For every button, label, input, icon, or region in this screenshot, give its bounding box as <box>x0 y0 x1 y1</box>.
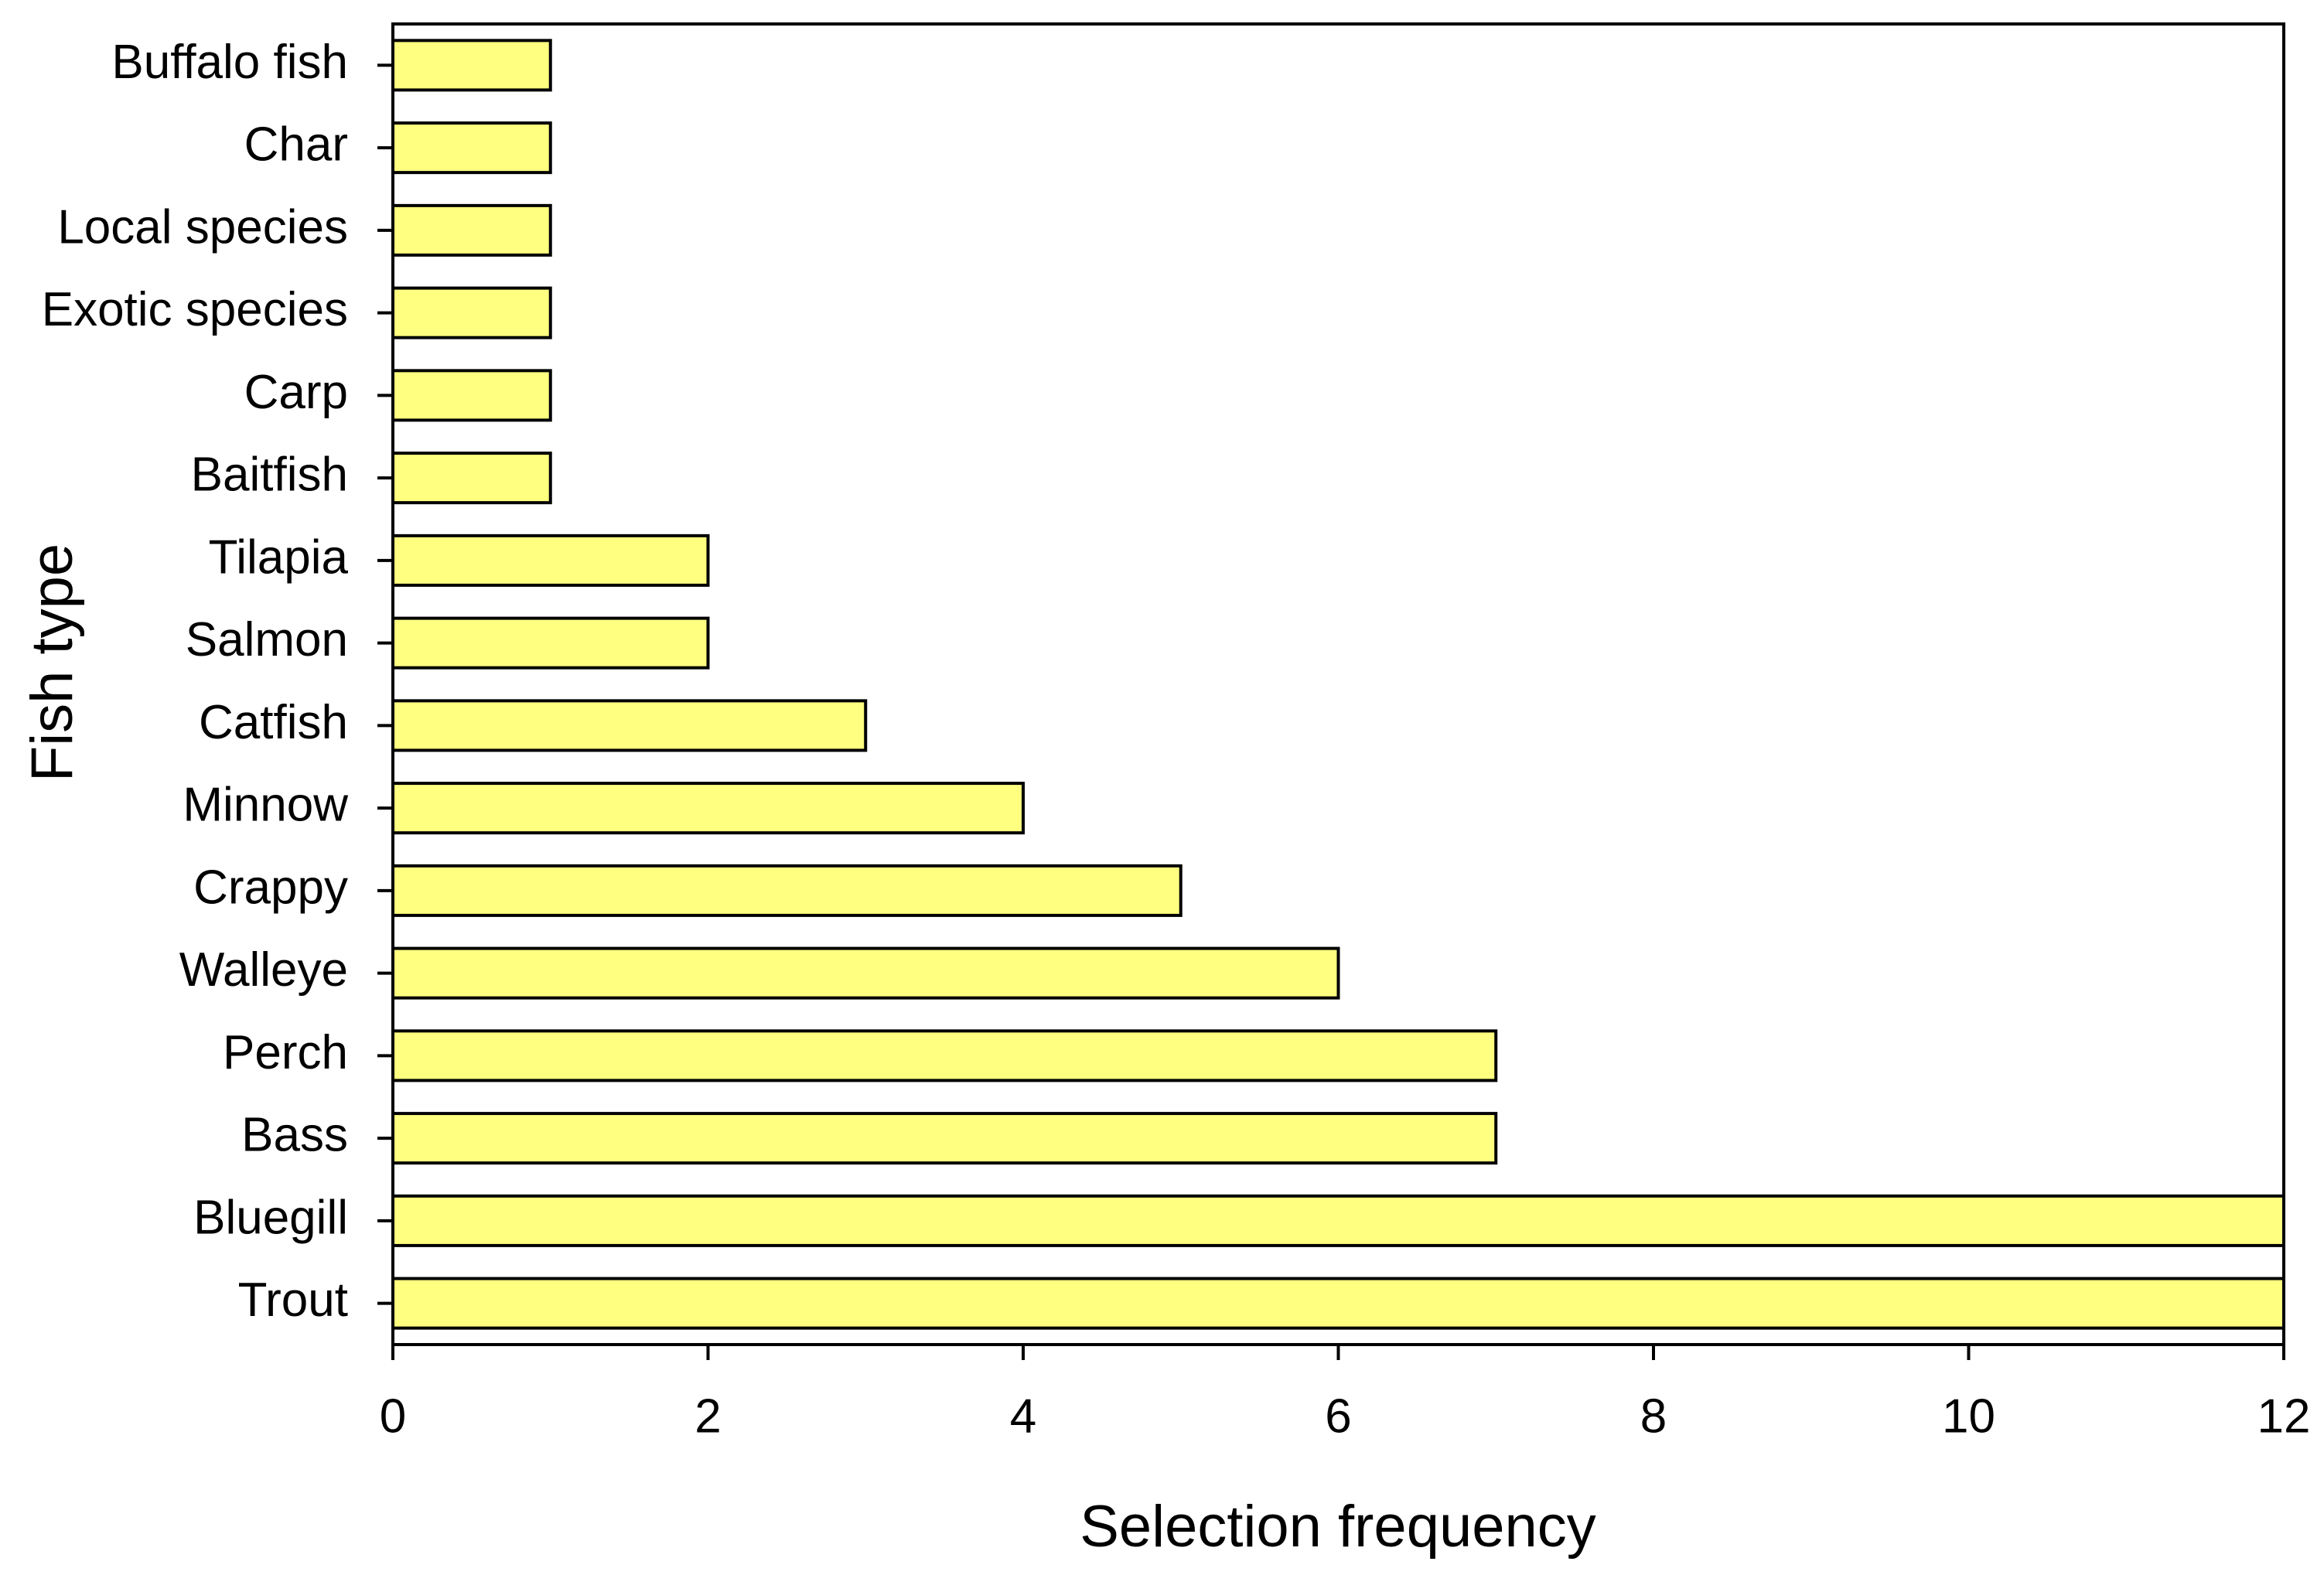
bar <box>391 1029 1498 1082</box>
y-tick-label: Salmon <box>186 613 348 666</box>
x-tick-label: 6 <box>1325 1389 1351 1443</box>
y-tick-label: Minnow <box>183 779 348 832</box>
x-tick-label: 2 <box>694 1389 721 1443</box>
y-tick-label: Buffalo fish <box>111 36 348 89</box>
y-tick-label: Tilapia <box>209 530 349 584</box>
bar <box>391 699 868 752</box>
x-tick-label: 0 <box>380 1389 406 1443</box>
y-tick-label: Walleye <box>179 943 348 997</box>
y-tick-label: Bluegill <box>193 1191 348 1244</box>
x-tick-label: 8 <box>1640 1389 1667 1443</box>
y-tick-label: Exotic species <box>42 283 348 336</box>
bar <box>391 203 552 257</box>
y-tick-label: Char <box>244 118 348 172</box>
y-tick-label: Bass <box>241 1109 348 1162</box>
x-tick-label: 4 <box>1010 1389 1036 1443</box>
x-axis-title: Selection frequency <box>1080 1494 1596 1560</box>
bar <box>391 286 552 339</box>
x-tick-label: 10 <box>1942 1389 1995 1443</box>
y-tick-label: Baitfish <box>191 448 348 502</box>
y-tick-label: Crappy <box>193 861 348 914</box>
bar <box>391 452 552 505</box>
plot-frame <box>391 22 2285 1346</box>
bar <box>391 121 552 175</box>
bar <box>391 864 1182 917</box>
bar <box>391 1112 1498 1165</box>
y-tick-label: Local species <box>57 200 348 254</box>
bar <box>391 1194 2285 1247</box>
y-axis-title: Fish type <box>19 544 85 782</box>
bar <box>391 39 552 92</box>
y-tick-label: Perch <box>223 1026 348 1079</box>
y-tick-label: Catfish <box>199 696 348 749</box>
bar <box>391 946 1340 1000</box>
x-tick-label: 12 <box>2257 1389 2311 1443</box>
bar <box>391 369 552 422</box>
bar <box>391 1277 2285 1330</box>
y-tick-label: Carp <box>244 366 348 419</box>
bar <box>391 616 710 670</box>
y-tick-label: Trout <box>238 1273 348 1327</box>
bar <box>391 782 1025 835</box>
bar <box>391 534 710 587</box>
